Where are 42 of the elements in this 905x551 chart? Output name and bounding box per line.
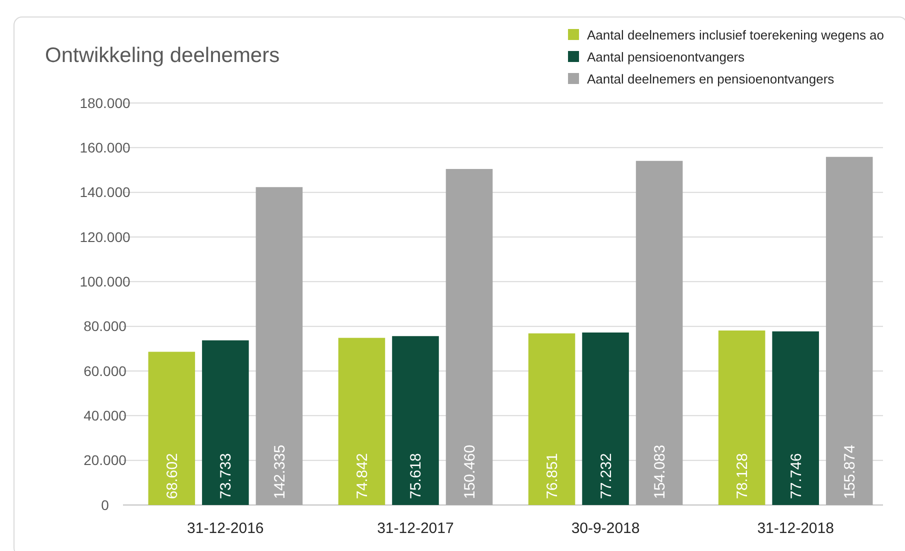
data-label: 75.618 bbox=[408, 453, 425, 499]
bar bbox=[256, 187, 303, 505]
bar bbox=[338, 338, 386, 505]
data-label: 73.733 bbox=[218, 453, 235, 499]
y-tick-label: 40.000 bbox=[84, 408, 127, 424]
y-tick-label: 160.000 bbox=[80, 140, 131, 156]
y-tick-label: 20.000 bbox=[84, 452, 127, 468]
y-tick-label: 60.000 bbox=[84, 362, 127, 379]
bar bbox=[528, 333, 576, 505]
legend-label: Aantal deelnemers inclusief toerekening wegens ao bbox=[587, 28, 884, 43]
y-tick-label: 80.000 bbox=[84, 318, 127, 334]
bar bbox=[446, 168, 493, 505]
bar bbox=[582, 332, 629, 505]
legend-label: Aantal deelnemers en pensioenontvangers bbox=[587, 72, 835, 87]
legend-label: Aantal pensioenontvangers bbox=[587, 50, 746, 65]
y-tick-label: 120.000 bbox=[80, 228, 131, 245]
y-tick-label: 0 bbox=[101, 496, 110, 513]
data-label: 77.232 bbox=[598, 453, 615, 499]
bar bbox=[392, 336, 439, 505]
data-label: 68.602 bbox=[164, 453, 181, 499]
data-label: 74.842 bbox=[354, 453, 371, 499]
data-label: 78.128 bbox=[734, 453, 752, 499]
bar bbox=[718, 330, 766, 505]
x-tick-label: 31-12-2016 bbox=[187, 520, 264, 537]
y-tick-label: 180.000 bbox=[80, 94, 131, 111]
data-label: 76.851 bbox=[544, 453, 561, 499]
data-label: 77.746 bbox=[788, 453, 805, 499]
data-label: 154.083 bbox=[652, 444, 669, 499]
bar bbox=[202, 340, 249, 505]
x-tick-label: 31-12-2017 bbox=[377, 520, 454, 537]
y-tick-label: 100.000 bbox=[80, 274, 131, 290]
chart-title: Ontwikkeling deelnemers bbox=[45, 44, 280, 67]
bar bbox=[826, 156, 873, 505]
y-tick-label: 140.000 bbox=[80, 184, 131, 200]
bar bbox=[772, 331, 819, 505]
data-label: 155.874 bbox=[842, 444, 859, 499]
bar bbox=[148, 352, 196, 505]
bar bbox=[636, 160, 683, 505]
data-label: 142.335 bbox=[271, 444, 288, 499]
data-label: 150.460 bbox=[462, 444, 478, 499]
x-tick-label: 30-9-2018 bbox=[571, 520, 640, 537]
x-tick-label: 31-12-2018 bbox=[757, 520, 834, 537]
